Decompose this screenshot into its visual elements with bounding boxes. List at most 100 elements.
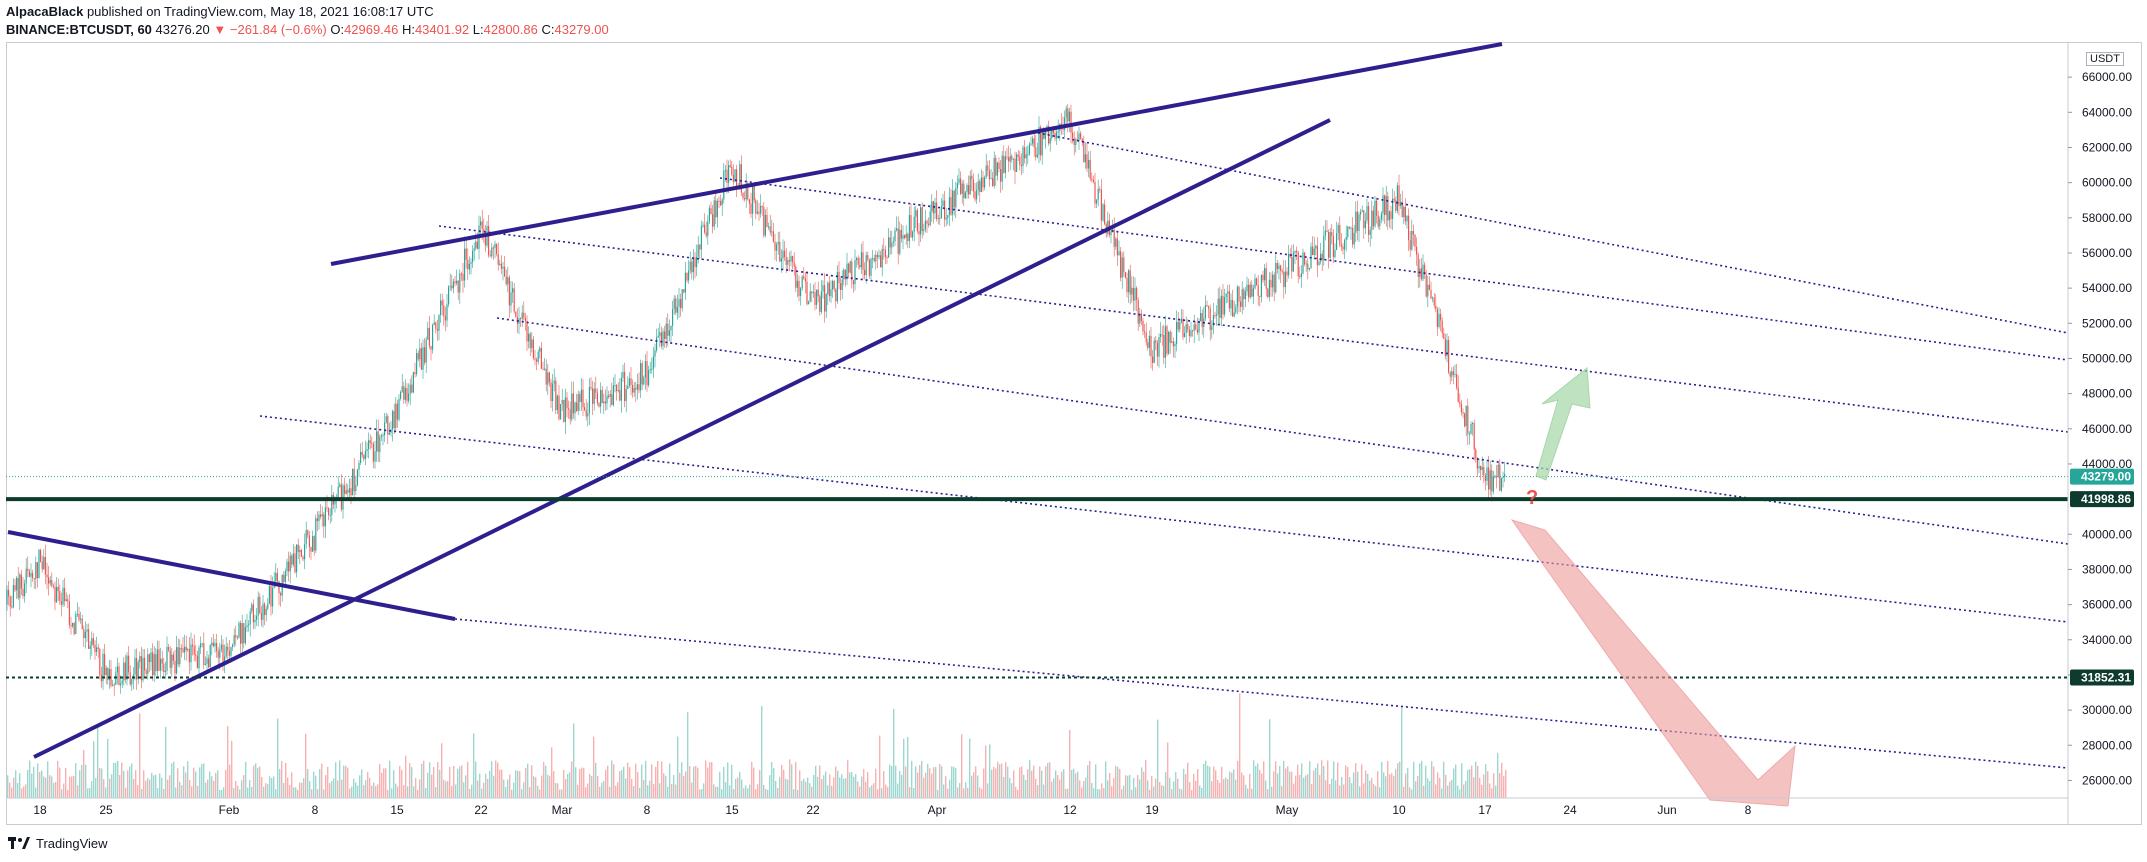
volume-bar — [577, 784, 579, 798]
volume-bar — [1393, 775, 1395, 798]
volume-bar — [225, 769, 227, 798]
candle-body — [380, 435, 382, 437]
volume-bar — [877, 789, 879, 798]
volume-bar — [213, 780, 215, 798]
volume-bar — [1013, 770, 1015, 798]
candle-body — [27, 568, 29, 571]
volume-bar — [1419, 763, 1421, 798]
candle-body — [1067, 108, 1069, 122]
candle-body — [468, 263, 470, 270]
volume-bar — [419, 779, 421, 798]
candle-body — [1488, 467, 1490, 490]
candle-body — [72, 623, 74, 627]
author-name[interactable]: AlpacaBlack — [6, 4, 84, 19]
candle-body — [840, 283, 842, 290]
candle-body — [729, 165, 731, 167]
candle-body — [499, 263, 501, 265]
candle-body — [1504, 474, 1506, 477]
volume-bar — [761, 705, 763, 798]
candle-body — [744, 198, 746, 200]
candle-body — [963, 183, 965, 199]
candle-body — [587, 413, 589, 417]
candle-body — [315, 518, 317, 551]
candle-body — [1192, 330, 1194, 332]
candle-body — [1371, 210, 1373, 231]
volume-bar — [155, 774, 157, 798]
candle-body — [244, 627, 246, 644]
candle-body — [84, 631, 86, 639]
candle-body — [32, 572, 34, 579]
candle-body — [556, 395, 558, 411]
volume-bar — [331, 781, 333, 798]
candle-body — [280, 593, 282, 596]
candle-body — [1142, 320, 1144, 332]
candle-body — [1379, 219, 1381, 227]
candle-body — [403, 386, 405, 400]
volume-bar — [1213, 766, 1215, 798]
volume-bar — [1049, 762, 1051, 798]
volume-bar — [443, 779, 445, 798]
candle-body — [948, 197, 950, 216]
candle-body — [385, 416, 387, 423]
candle-body — [108, 669, 110, 680]
currency-unit-label[interactable]: USDT — [2086, 52, 2124, 66]
volume-bar — [631, 779, 633, 798]
volume-bar — [1037, 785, 1039, 798]
volume-bar — [1397, 763, 1399, 798]
volume-bar — [815, 765, 817, 798]
volume-bar — [495, 760, 497, 798]
volume-bar — [989, 744, 991, 798]
candle-body — [398, 398, 400, 420]
volume-bar — [23, 786, 25, 798]
candle-body — [484, 231, 486, 246]
candle-body — [536, 359, 538, 362]
candle-body — [41, 561, 43, 570]
candle-body — [1150, 335, 1152, 357]
volume-bar — [979, 787, 981, 798]
candle-body — [1337, 225, 1339, 234]
volume-bar — [1343, 784, 1345, 798]
volume-bar — [63, 783, 65, 798]
candle-body — [980, 177, 982, 192]
candle-body — [1116, 238, 1118, 256]
volume-bar — [413, 786, 415, 798]
volume-bar — [315, 775, 317, 798]
symbol-name[interactable]: BINANCE:BTCUSDT, 60 — [6, 22, 152, 37]
chart-frame[interactable] — [6, 42, 2142, 825]
candle-body — [1304, 252, 1306, 265]
candle-body — [396, 403, 398, 420]
candle-body — [758, 211, 760, 214]
candle-body — [481, 221, 483, 230]
candle-body — [673, 298, 675, 310]
volume-bar — [1461, 763, 1463, 798]
candle-body — [1171, 341, 1173, 343]
candle-body — [1316, 245, 1318, 266]
volume-bar — [919, 765, 921, 798]
volume-bar — [105, 787, 107, 798]
candle-body — [724, 169, 726, 171]
volume-bar — [1345, 765, 1347, 798]
volume-bar — [71, 776, 73, 798]
volume-bar — [623, 766, 625, 798]
candle-body — [1166, 326, 1168, 354]
candle-body — [163, 663, 165, 673]
candle-body — [1028, 144, 1030, 155]
candle-body — [1025, 154, 1027, 159]
candle-body — [694, 257, 696, 268]
candle-body — [736, 169, 738, 187]
volume-bar — [799, 770, 801, 798]
open-label: O: — [330, 22, 345, 37]
volume-bar — [937, 789, 939, 798]
candle-body — [756, 211, 758, 214]
volume-bar — [361, 769, 363, 798]
volume-bar — [541, 775, 543, 798]
volume-bar — [201, 764, 203, 798]
candle-body — [1436, 309, 1438, 327]
volume-bar — [1177, 778, 1179, 798]
volume-bar — [801, 780, 803, 798]
volume-bar — [991, 769, 993, 798]
candle-body — [732, 174, 734, 182]
volume-bar — [637, 772, 639, 798]
x-tick-label: 17 — [1478, 803, 1492, 817]
